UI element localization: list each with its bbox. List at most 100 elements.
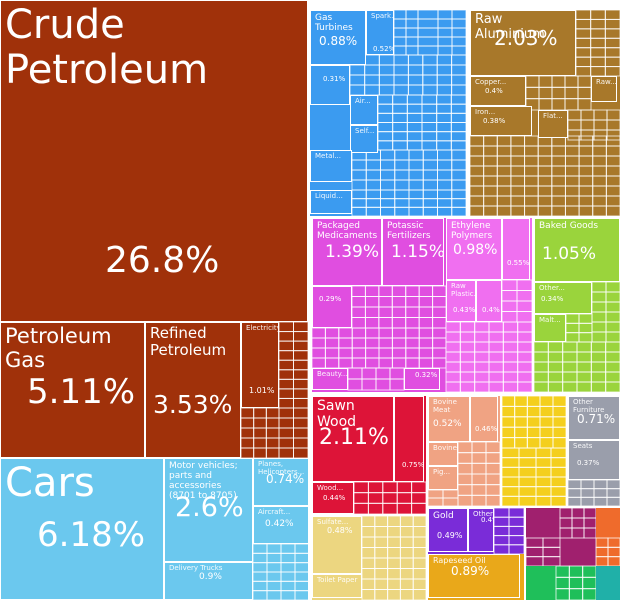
treemap-tile-refined-petroleum[interactable]: Refined Petroleum 3.53% — [145, 322, 241, 458]
treemap-tile-plastic-04[interactable]: 0.4% — [476, 280, 502, 322]
tile-name: Copper... — [475, 78, 507, 86]
tile-name: Raw Plastic... — [451, 282, 476, 298]
tile-percent: 0.42% — [265, 519, 294, 529]
tile-percent: 0.34% — [541, 295, 564, 303]
tile-percent: 2.03% — [494, 26, 558, 50]
treemap-tile-planes-helicopters[interactable]: Planes, Helicopters... 0.74% — [253, 458, 309, 506]
tile-percent: 0.71% — [577, 412, 616, 426]
treemap-tile-rapeseed-oil[interactable]: Rapeseed Oil 0.89% — [428, 554, 520, 598]
treemap-tile-gold[interactable]: Gold 0.49% — [428, 508, 468, 552]
treemap-tile-sawn-wood[interactable]: Sawn Wood 2.11% — [312, 396, 394, 482]
tile-percent: 3.53% — [153, 390, 233, 419]
minor-product-cell — [606, 129, 621, 141]
tile-name: Self... — [355, 127, 375, 135]
treemap-tile-other-precious[interactable]: Other...0.4% — [468, 508, 494, 552]
tile-name: Liquid... — [315, 192, 343, 200]
treemap-tile-motor-vehicle-parts[interactable]: Motor vehicles; parts and accessories (8… — [164, 458, 253, 562]
tile-name: Aircraft... — [258, 508, 291, 516]
treemap-tile-cars[interactable]: Cars 6.18% — [0, 458, 164, 600]
treemap-tile-malt[interactable]: Malt... — [534, 314, 566, 342]
tile-name: Cars — [5, 460, 95, 506]
tile-percent: 0.38% — [483, 117, 506, 125]
tile-name: Delivery Trucks — [169, 564, 223, 572]
treemap-tile-ethylene-polymers[interactable]: Ethylene Polymers 0.98% — [446, 218, 502, 280]
tile-percent: 0.46% — [475, 425, 498, 433]
treemap-tile-beauty[interactable]: Beauty... — [312, 368, 348, 390]
tile-name: Packaged Medicaments — [317, 221, 378, 242]
minor-product-cell — [517, 381, 533, 393]
tile-name: Gas Turbines — [315, 13, 353, 34]
tile-percent: 2.11% — [319, 425, 389, 450]
tile-percent: 0.55% — [507, 259, 530, 267]
tile-name: Toilet Paper — [317, 576, 358, 584]
tile-name: Raw Aluminium — [475, 12, 545, 42]
tile-percent: 1.01% — [249, 386, 275, 395]
tile-percent: 0.4% — [481, 516, 493, 524]
treemap-tile-sulfate[interactable]: Sulfate... 0.48% — [312, 516, 362, 574]
treemap-tile-raw-aluminium[interactable]: Raw Aluminium 2.03% — [470, 10, 576, 76]
tile-name: Seats — [573, 442, 593, 450]
treemap-tile-wood-other[interactable]: Wood... 0.44% — [312, 482, 354, 514]
treemap-tile-delivery-trucks[interactable]: Delivery Trucks 0.9% — [164, 562, 253, 600]
tile-name: Iron... — [475, 108, 496, 116]
treemap-tile-packaged-medicaments[interactable]: Packaged Medicaments 1.39% — [312, 218, 382, 286]
treemap-tile-crude-petroleum[interactable]: Crude Petroleum 26.8% — [0, 0, 308, 322]
tile-name: Pig... — [433, 468, 451, 476]
treemap-tile-spark-engines[interactable]: Spark... 0.52% — [366, 10, 394, 55]
treemap-tile-petroleum-gas[interactable]: Petroleum Gas 5.11% — [0, 322, 145, 458]
minor-product-cell — [451, 206, 467, 217]
tile-name: Crude Petroleum — [5, 2, 209, 93]
treemap-tile-flat-metal[interactable]: Flat... — [538, 110, 568, 138]
treemap-tile-bovine-meat[interactable]: Bovine Meat 0.52% — [428, 396, 470, 442]
treemap-tile-potassic-fertilizers[interactable]: Potassic Fertilizers 1.15% — [382, 218, 444, 286]
treemap-tile-chem-055[interactable]: 0.55% — [502, 218, 530, 280]
treemap-tile-other-food[interactable]: Other... 0.34% — [534, 282, 592, 314]
tile-name: Rapeseed Oil — [433, 556, 486, 565]
tile-percent: 0.52% — [433, 419, 462, 429]
tile-percent: 1.39% — [325, 242, 380, 262]
treemap-tile-machinery-metal[interactable]: Metal... — [310, 150, 352, 182]
treemap-tile-iron[interactable]: Iron... 0.38% — [470, 106, 532, 136]
tile-percent: 0.4% — [485, 87, 503, 95]
treemap-tile-machinery-self[interactable]: Self... — [350, 125, 378, 153]
minor-product-cell — [550, 495, 567, 507]
tile-percent: 0.4% — [482, 306, 500, 314]
tile-percent: 0.43% — [453, 306, 476, 314]
treemap-tile-animal-046[interactable]: 0.46% — [470, 396, 498, 442]
tile-name: Sulfate... — [317, 518, 349, 526]
treemap-tile-electricity[interactable]: Electricity 1.01% — [241, 322, 279, 408]
treemap-tile-machinery-liquid[interactable]: Liquid... — [310, 190, 352, 214]
tile-name: Sawn Wood — [317, 398, 357, 430]
treemap-tile-aircraft-parts[interactable]: Aircraft... 0.42% — [253, 506, 309, 544]
tile-name: Motor vehicles; parts and accessories (8… — [169, 461, 238, 502]
tile-percent: 6.18% — [37, 515, 146, 555]
treemap-tile-raw-metal[interactable]: Raw... — [591, 76, 617, 102]
treemap-tile-chem-032[interactable]: 0.32% — [404, 368, 440, 390]
treemap-tile-chem-029[interactable]: 0.29% — [312, 286, 352, 328]
treemap-tile-pig[interactable]: Pig... — [428, 466, 458, 490]
tile-percent: 1.05% — [542, 244, 597, 264]
tile-percent: 0.29% — [319, 295, 342, 303]
tile-name: Raw... — [596, 78, 617, 86]
tile-percent: 0.74% — [266, 472, 305, 486]
tile-name: Other... — [539, 284, 565, 292]
treemap-tile-raw-plastic[interactable]: Raw Plastic... 0.43% — [446, 280, 476, 322]
minor-product-cell — [294, 590, 310, 600]
treemap-tile-other-furniture[interactable]: Other Furniture 0.71% — [568, 396, 620, 440]
treemap-tile-toilet-paper[interactable]: Toilet Paper — [312, 574, 362, 598]
treemap-tile-bovine[interactable]: Bovine — [428, 442, 458, 466]
treemap-tile-baked-goods[interactable]: Baked Goods 1.05% — [534, 218, 620, 282]
treemap-tile-machinery-air[interactable]: Air... — [350, 95, 378, 125]
treemap-tile-seats[interactable]: Seats 0.37% — [568, 440, 620, 480]
treemap-tile-copper[interactable]: Copper... 0.4% — [470, 76, 526, 106]
treemap-tile-gas-turbines[interactable]: Gas Turbines 0.88% — [310, 10, 366, 65]
category-block — [596, 566, 620, 600]
tile-name: Metal... — [315, 152, 342, 160]
tile-percent: 0.31% — [323, 75, 346, 83]
tile-percent: 0.37% — [577, 459, 600, 467]
tile-name: Air... — [355, 97, 371, 105]
tile-name: Beauty... — [317, 370, 348, 378]
tile-name: Baked Goods — [539, 221, 599, 231]
treemap-tile-wood-075[interactable]: 0.75% — [394, 396, 424, 482]
treemap-tile-machinery-031[interactable]: 0.31% — [310, 65, 350, 105]
